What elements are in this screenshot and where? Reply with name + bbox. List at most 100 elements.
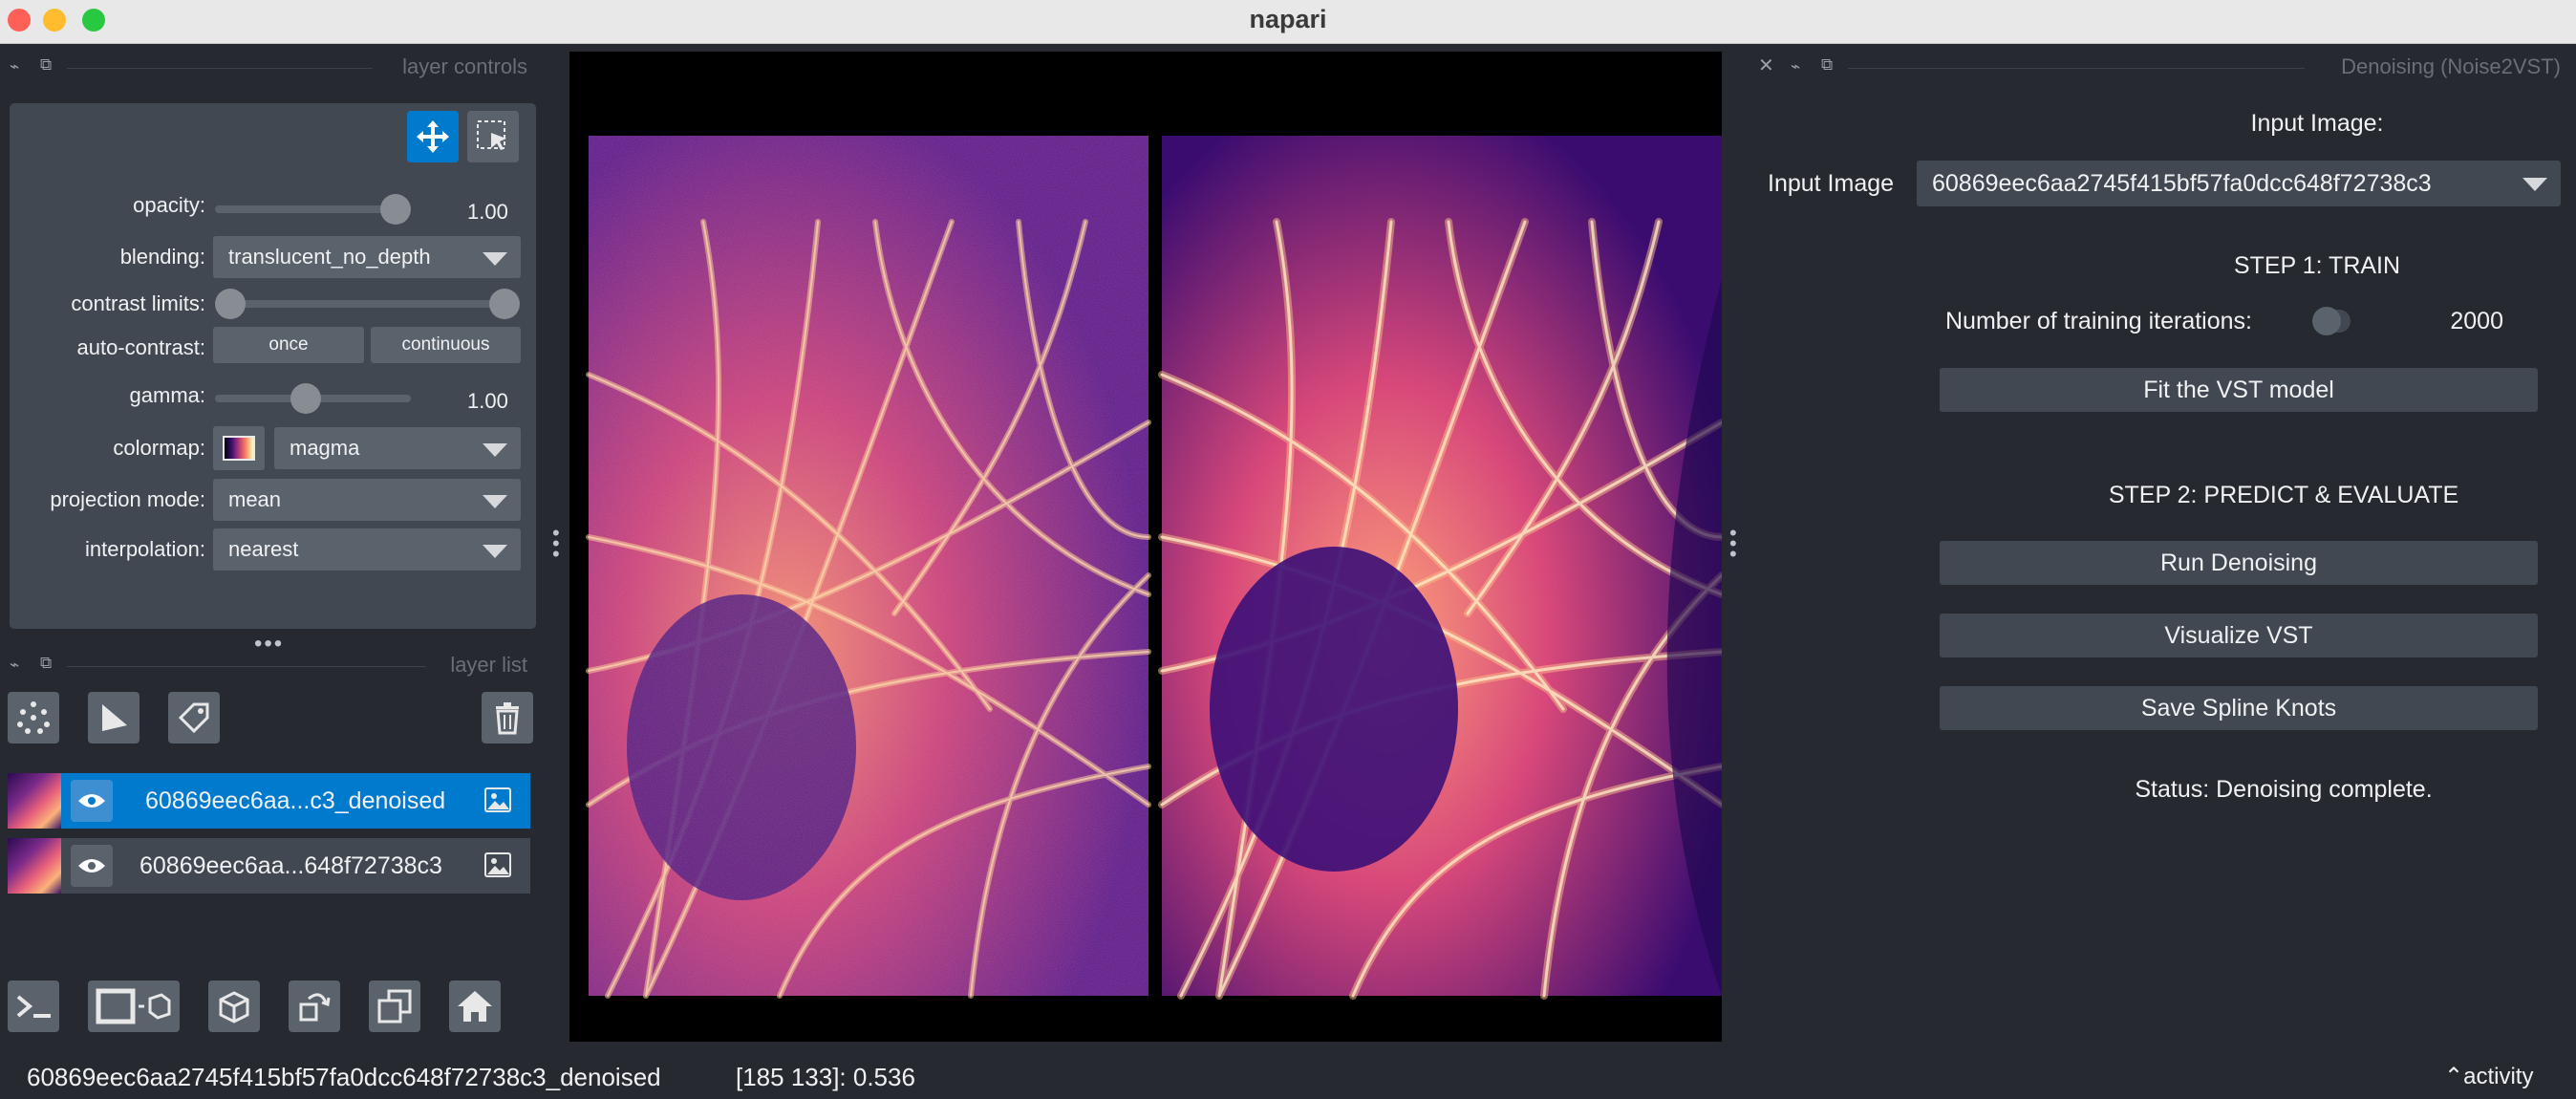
chevron-down-icon: [483, 252, 507, 266]
chevron-down-icon: [483, 545, 507, 558]
layer-list-header: layer list: [450, 653, 527, 677]
layer-visibility-toggle[interactable]: [71, 845, 113, 887]
contrast-limits-label: contrast limits:: [71, 291, 205, 315]
eye-icon: [78, 794, 105, 808]
interpolation-dropdown[interactable]: nearest: [213, 528, 521, 571]
layer-thumbnail: [8, 838, 61, 894]
contrast-min-handle[interactable]: [215, 289, 246, 319]
colormap-label: colormap:: [113, 436, 205, 460]
image-view: [569, 136, 1722, 1042]
step1-heading: STEP 1: TRAIN: [2233, 252, 2401, 279]
chevron-down-icon: [483, 495, 507, 508]
activity-label: activity: [2463, 1064, 2534, 1089]
points-icon: [17, 701, 50, 734]
trash-icon: [496, 702, 519, 735]
colormap-dropdown[interactable]: magma: [274, 427, 521, 469]
colormap-swatch-icon: [223, 436, 255, 461]
input-image-label: Input Image: [1768, 170, 1895, 197]
activity-button[interactable]: ⌃activity: [2444, 1063, 2533, 1090]
transform-button[interactable]: [467, 111, 519, 162]
terminal-icon: [16, 995, 51, 1018]
chevron-down-icon: [2522, 178, 2547, 191]
cube-icon: [219, 991, 249, 1024]
close-window-button[interactable]: [8, 9, 31, 32]
layer-name: 60869eec6aa...c3_denoised: [145, 787, 446, 814]
pan-zoom-button[interactable]: [407, 111, 459, 162]
right-dock-splitter[interactable]: • • •: [1729, 521, 1737, 566]
layer-row-denoised[interactable]: 60869eec6aa...c3_denoised: [8, 773, 530, 829]
statusbar-layer-name: 60869eec6aa2745f415bf57fa0dcc648f72738c3…: [27, 1063, 661, 1091]
input-image-value: 60869eec6aa2745f415bf57fa0dcc648f72738c3: [1932, 170, 2432, 197]
opacity-slider[interactable]: [215, 205, 400, 213]
header-divider: [67, 68, 373, 69]
visualize-vst-button[interactable]: Visualize VST: [1940, 614, 2538, 657]
status-text: Status: Denoising complete.: [2135, 776, 2433, 803]
left-dock-splitter[interactable]: • • •: [552, 521, 560, 566]
colormap-swatch-button[interactable]: [213, 426, 265, 470]
image-layer-icon: [484, 787, 511, 812]
label-tag-icon: [178, 702, 209, 734]
hide-panel-icon[interactable]: ⌁: [1791, 57, 1801, 75]
fit-vst-model-button[interactable]: Fit the VST model: [1940, 368, 2538, 412]
layer-visibility-toggle[interactable]: [71, 780, 113, 822]
viewer-canvas[interactable]: [569, 52, 1722, 1042]
interpolation-label: interpolation:: [85, 537, 205, 561]
layer-controls-header: layer controls: [402, 54, 527, 78]
home-icon: [458, 991, 492, 1022]
opacity-label: opacity:: [133, 193, 205, 217]
select-cursor-icon: [477, 120, 506, 150]
auto-contrast-continuous-button[interactable]: continuous: [371, 327, 521, 363]
hide-panel-icon[interactable]: ⌁: [10, 57, 20, 75]
gamma-value: 1.00: [467, 389, 508, 413]
layer-row-original[interactable]: 60869eec6aa...648f72738c3: [8, 838, 530, 894]
window-title-bar: napari: [0, 0, 2576, 44]
header-divider: [1848, 68, 2305, 69]
new-labels-layer-button[interactable]: [168, 692, 220, 743]
transpose-dimensions-button[interactable]: [289, 980, 340, 1032]
eye-icon: [78, 859, 105, 873]
auto-contrast-once-button[interactable]: once: [213, 327, 364, 363]
iterations-label: Number of training iterations:: [1945, 308, 2252, 334]
grid-view-button[interactable]: [369, 980, 420, 1032]
float-panel-icon[interactable]: ⧉: [40, 55, 53, 74]
close-icon[interactable]: ✕: [1758, 55, 1774, 76]
header-divider: [67, 666, 426, 667]
image-layer-icon: [484, 852, 511, 877]
save-spline-knots-button[interactable]: Save Spline Knots: [1940, 686, 2538, 730]
float-panel-icon[interactable]: ⧉: [40, 654, 53, 672]
layers-stack-icon: [377, 989, 412, 1024]
window-title: napari: [1249, 5, 1327, 33]
colormap-value: magma: [290, 436, 360, 460]
input-image-dropdown[interactable]: 60869eec6aa2745f415bf57fa0dcc648f72738c3: [1917, 161, 2561, 206]
blending-dropdown[interactable]: translucent_no_depth: [213, 236, 521, 278]
float-panel-icon[interactable]: ⧉: [1821, 55, 1834, 74]
minimize-window-button[interactable]: [43, 9, 66, 32]
shapes-icon: [102, 704, 127, 731]
projection-mode-dropdown[interactable]: mean: [213, 479, 521, 521]
auto-contrast-label: auto-contrast:: [76, 335, 205, 359]
projection-mode-label: projection mode:: [50, 487, 205, 511]
gamma-slider-handle[interactable]: [290, 383, 321, 414]
console-button[interactable]: [8, 980, 59, 1032]
roll-dimensions-button[interactable]: [208, 980, 260, 1032]
hide-panel-icon[interactable]: ⌁: [10, 656, 20, 674]
iterations-value: 2000: [2450, 308, 2503, 334]
iterations-slider-handle[interactable]: [2312, 307, 2341, 335]
contrast-max-handle[interactable]: [489, 289, 520, 319]
reset-view-button[interactable]: [449, 980, 501, 1032]
move-arrows-icon: [417, 120, 449, 153]
contrast-limits-slider[interactable]: [229, 300, 506, 308]
new-shapes-layer-button[interactable]: [88, 692, 140, 743]
chevron-down-icon: [483, 443, 507, 457]
input-image-heading: Input Image:: [2250, 110, 2384, 137]
toggle-ndisplay-button[interactable]: [88, 980, 180, 1032]
panel-splitter-handle[interactable]: •••: [254, 631, 285, 657]
opacity-slider-handle[interactable]: [380, 194, 411, 225]
maximize-window-button[interactable]: [82, 9, 105, 32]
rotate-icon: [299, 993, 331, 1022]
run-denoising-button[interactable]: Run Denoising: [1940, 541, 2538, 585]
step2-heading: STEP 2: PREDICT & EVALUATE: [2108, 482, 2459, 508]
projection-mode-value: mean: [228, 487, 282, 511]
new-points-layer-button[interactable]: [8, 692, 59, 743]
delete-layer-button[interactable]: [482, 692, 533, 743]
